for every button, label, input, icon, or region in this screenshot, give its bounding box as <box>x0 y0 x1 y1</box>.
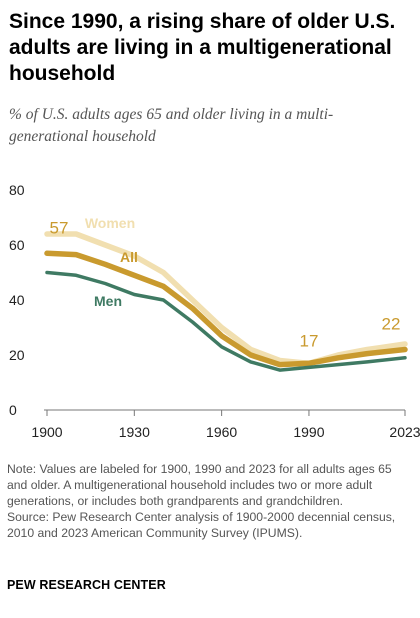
x-tick-label: 2023 <box>389 424 420 440</box>
chart-subtitle: % of U.S. adults ages 65 and older livin… <box>9 106 334 145</box>
y-tick-label: 20 <box>9 347 25 363</box>
y-axis: 0 20 40 60 80 <box>9 182 25 418</box>
series-label-men: Men <box>94 293 122 309</box>
chart-notes: Note: Values are labeled for 1900, 1990 … <box>7 461 412 541</box>
x-tick-label: 1990 <box>293 424 324 440</box>
y-tick-label: 40 <box>9 292 25 308</box>
series-line-women <box>44 231 408 367</box>
x-tick-label: 1930 <box>119 424 150 440</box>
series-label-women: Women <box>85 215 135 231</box>
series-labels: Women All Men <box>85 215 138 309</box>
series-lines <box>44 231 408 372</box>
source-text: Source: Pew Research Center analysis of … <box>7 510 396 540</box>
brand-logo-text: PEW RESEARCH CENTER <box>7 578 166 592</box>
value-label: 17 <box>299 331 318 350</box>
series-label-all: All <box>120 249 138 265</box>
chart-title: Since 1990, a rising share of older U.S.… <box>9 10 396 85</box>
x-tick-label: 1960 <box>206 424 237 440</box>
y-tick-label: 80 <box>9 182 25 198</box>
value-label: 22 <box>382 315 401 334</box>
y-tick-label: 0 <box>9 402 17 418</box>
y-tick-label: 60 <box>9 237 25 253</box>
series-line-men <box>45 270 407 372</box>
value-label: 57 <box>50 218 69 237</box>
x-tick-label: 1900 <box>31 424 62 440</box>
note-text: Note: Values are labeled for 1900, 1990 … <box>7 462 392 508</box>
line-chart: 0 20 40 60 80 1900 1930 1960 1990 2023 Women All M… <box>9 182 420 440</box>
x-axis: 1900 1930 1960 1990 2023 <box>31 410 420 440</box>
value-labels: 57 17 22 <box>50 218 401 350</box>
series-line-all <box>44 250 408 368</box>
